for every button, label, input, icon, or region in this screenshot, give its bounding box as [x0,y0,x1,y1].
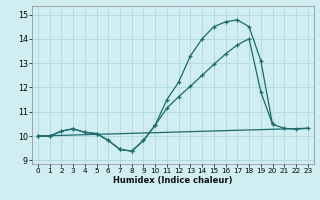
X-axis label: Humidex (Indice chaleur): Humidex (Indice chaleur) [113,176,233,185]
